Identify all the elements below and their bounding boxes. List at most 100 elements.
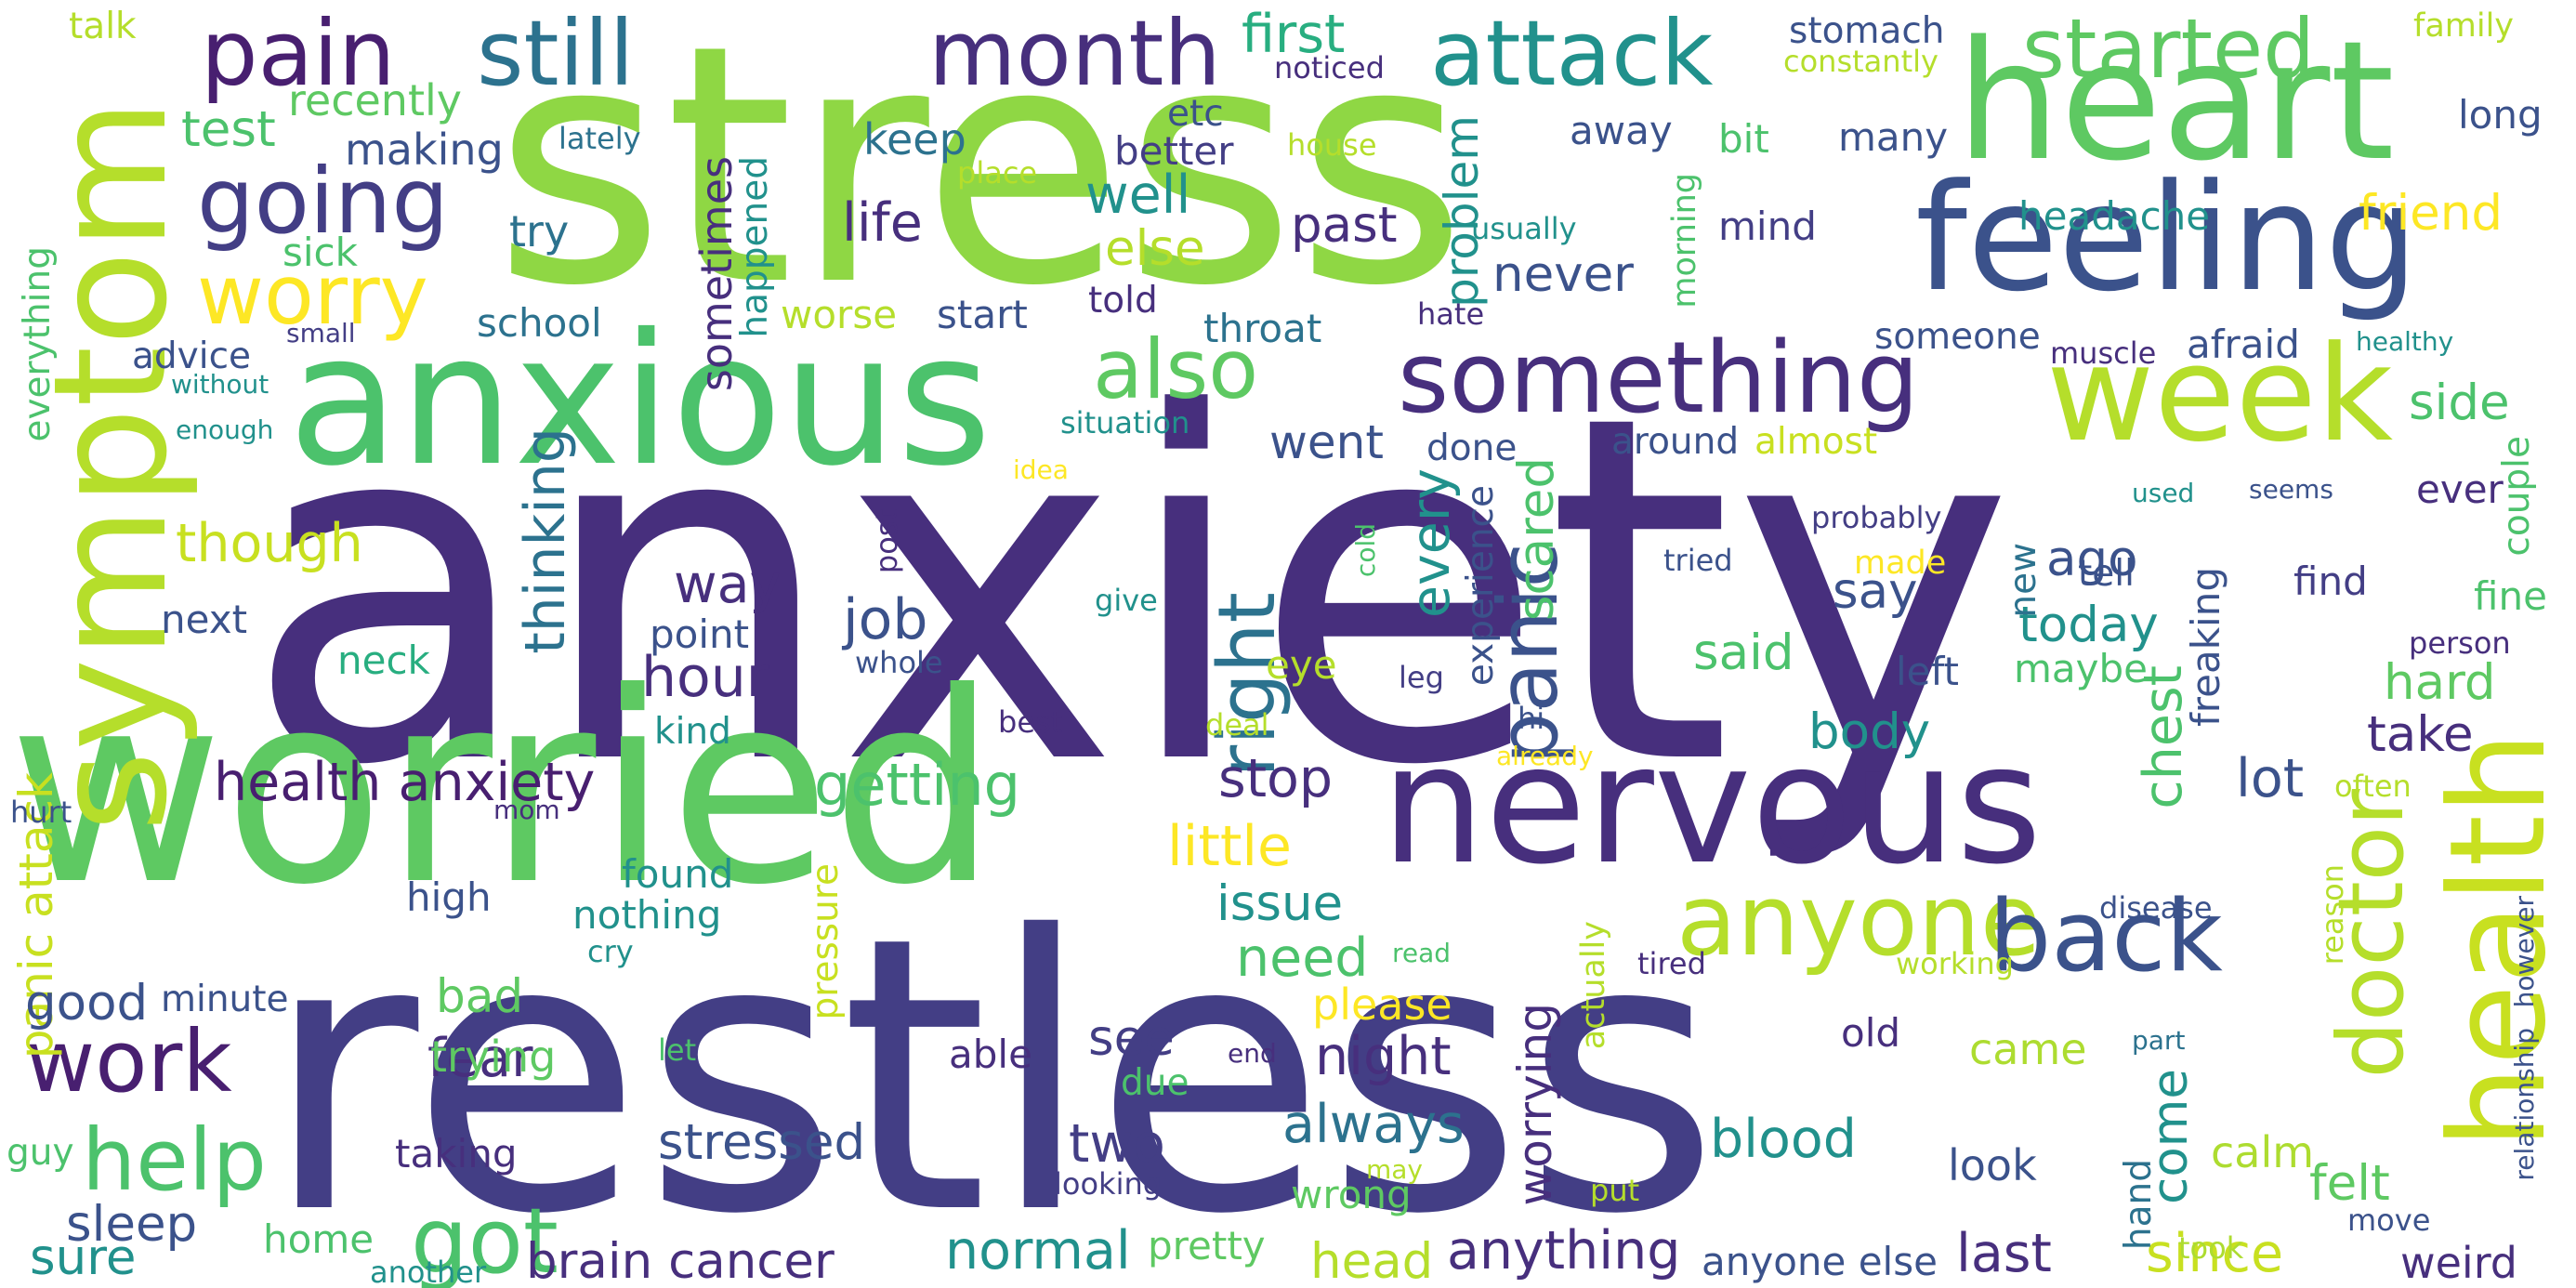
word-kind: kind [654,711,731,753]
word-end: end [1228,1038,1277,1069]
word-find: find [2293,559,2368,604]
word-minute: minute [161,979,289,1020]
word-experience: experience [1460,485,1502,687]
word-lately: lately [559,121,641,156]
word-sure: sure [30,1229,137,1286]
word-taking: taking [395,1131,518,1176]
word-since: since [2146,1223,2284,1284]
word-bit: bit [1718,116,1769,162]
word-come: come [2142,1069,2199,1204]
word-situation: situation [1060,405,1190,440]
word-brain-cancer: brain cancer [526,1233,835,1288]
word-health-anxiety: health anxiety [214,752,596,813]
word-work: work [25,1012,232,1111]
word-attack: attack [1430,1,1714,106]
word-hurt: hurt [10,795,72,830]
word-working: working [1896,946,2014,981]
word-try: try [509,206,570,256]
word-week: week [2046,318,2394,471]
word-put: put [1590,1173,1640,1208]
word-enough: enough [176,414,274,445]
word-though: though [176,513,363,574]
word-freaking: freaking [2183,567,2228,727]
word-better: better [1114,128,1234,174]
word-etc: etc [1167,93,1224,135]
word-home: home [263,1216,375,1262]
word-due: due [1121,1062,1189,1104]
word-little: little [1167,814,1292,879]
word-heart: heart [1956,6,2395,197]
word-pretty: pretty [1148,1223,1266,1268]
word-took: took [2178,1230,2244,1266]
word-trying: trying [430,1032,557,1082]
word-head: head [1310,1233,1434,1288]
word-someone: someone [1874,316,2041,358]
word-whole: whole [855,645,943,680]
word-stomach: stomach [1789,10,1945,52]
word-fine: fine [2474,573,2547,619]
word-anxious: anxious [288,295,992,506]
word-bad: bad [436,969,524,1023]
word-next: next [161,597,248,642]
word-post: post [869,509,904,574]
word-best: best [998,704,1063,740]
word-another: another [370,1255,487,1288]
word-old: old [1841,1010,1901,1056]
word-made: made [1854,545,1947,582]
word-stress: stress [493,0,1467,358]
word-done: done [1426,427,1518,469]
word-always: always [1282,1094,1465,1155]
word-fear: fear [427,1028,533,1089]
word-throat: throat [1203,306,1322,351]
word-move: move [2347,1203,2431,1238]
word-relationship: relationship [2509,1028,2540,1181]
word-anything: anything [1447,1220,1681,1281]
word-point: point [650,611,750,657]
word-night: night [1315,1026,1452,1087]
word-test: test [181,101,276,158]
word-school: school [477,300,602,346]
word-morning: morning [1666,173,1703,309]
word-health: health [2422,731,2575,1150]
word-couple: couple [2496,436,2538,557]
word-help: help [82,1111,267,1210]
word-reason: reason [2315,864,2350,966]
word-two: two [1069,1113,1165,1175]
word-today: today [2018,597,2159,653]
word-month: month [928,1,1221,106]
word-lot: lot [2236,748,2305,809]
word-worry: worry [197,247,428,343]
word-worried: worried [8,636,998,942]
word-recently: recently [288,75,462,125]
word-afraid: afraid [2187,322,2300,367]
word-getting: getting [814,751,1020,819]
word-making: making [345,125,504,175]
word-calm: calm [2211,1127,2315,1177]
word-disease: disease [2099,890,2213,926]
word-sometimes: sometimes [691,156,742,392]
word-going: going [197,149,449,254]
word-symptom: symptom [20,99,202,833]
word-often: often [2334,769,2412,804]
word-say: say [1833,563,1918,620]
word-got: got [411,1189,559,1288]
word-almost: almost [1755,421,1878,463]
word-tried: tried [1663,543,1733,578]
word-ever: ever [2416,467,2504,512]
word-friend: friend [2359,185,2504,242]
word-never: never [1492,246,1634,303]
word-last: last [1956,1223,2052,1284]
word-anyone: anyone [1676,863,2042,978]
word-anyone-else: anyone else [1702,1239,1938,1284]
word-told: told [1088,280,1158,322]
word-good: good [25,975,149,1032]
word-small: small [286,318,356,348]
word-idea: idea [1013,454,1069,485]
word-said: said [1693,624,1794,681]
word-constantly: constantly [1783,44,1939,79]
word-something: something [1398,321,1920,435]
word-actually: actually [1575,921,1612,1050]
word-already: already [1496,741,1594,771]
word-maybe: maybe [2014,646,2149,691]
word-blood: blood [1710,1109,1857,1170]
